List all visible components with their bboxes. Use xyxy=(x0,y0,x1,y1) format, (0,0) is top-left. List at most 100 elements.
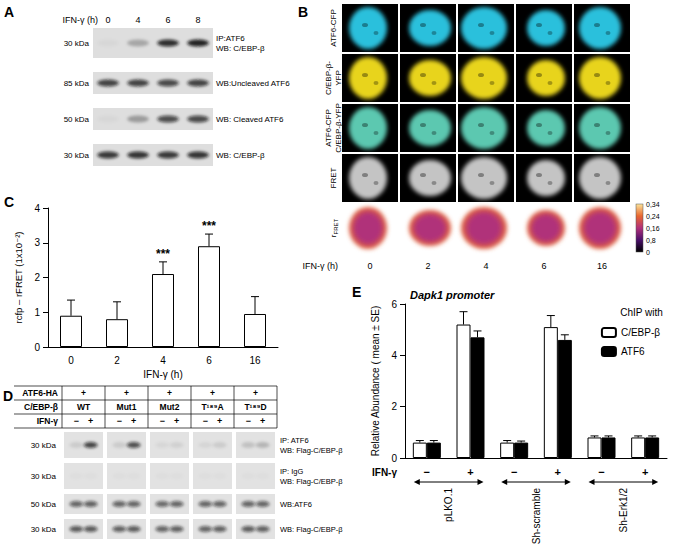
svg-text:85 kDa: 85 kDa xyxy=(64,79,90,88)
svg-text:2: 2 xyxy=(34,272,40,283)
svg-text:30 kDa: 30 kDa xyxy=(64,39,90,48)
svg-text:6: 6 xyxy=(206,355,212,366)
svg-text:−: − xyxy=(511,466,517,478)
svg-text:WB: Flag-C/EBP-β: WB: Flag-C/EBP-β xyxy=(280,446,343,455)
svg-text:3: 3 xyxy=(34,237,40,248)
svg-text:+: + xyxy=(81,388,86,398)
svg-text:rcfp – rFRET (1x10⁻²): rcfp – rFRET (1x10⁻²) xyxy=(13,232,24,324)
svg-text:8: 8 xyxy=(195,15,200,25)
svg-text:rFRET: rFRET xyxy=(329,219,340,238)
svg-text:WT: WT xyxy=(77,402,91,412)
svg-text:YFP: YFP xyxy=(334,70,343,86)
svg-text:C/EBP-β: C/EBP-β xyxy=(24,402,58,412)
svg-text:IP:ATF6: IP:ATF6 xyxy=(216,34,245,43)
svg-text:30 kDa: 30 kDa xyxy=(31,441,57,450)
svg-text:0: 0 xyxy=(105,15,110,25)
svg-text:4: 4 xyxy=(483,261,488,271)
svg-text:ATF6-CFP: ATF6-CFP xyxy=(329,9,338,47)
svg-text:IP: ATF6: IP: ATF6 xyxy=(280,436,309,445)
svg-text:WB: C/EBP-β: WB: C/EBP-β xyxy=(216,151,265,160)
svg-text:−: − xyxy=(598,466,604,478)
svg-text:IP: IgG: IP: IgG xyxy=(280,467,304,476)
svg-text:C/EBP-β: C/EBP-β xyxy=(621,327,660,338)
svg-text:IFN-γ: IFN-γ xyxy=(37,416,59,426)
svg-text:C/EBP-β-YFP: C/EBP-β-YFP xyxy=(334,103,343,153)
svg-text:0,16: 0,16 xyxy=(646,225,660,232)
svg-text:−: − xyxy=(117,416,122,426)
svg-text:+: + xyxy=(253,388,258,398)
svg-text:WB:Uncleaved ATF6: WB:Uncleaved ATF6 xyxy=(216,79,290,88)
svg-text:30 kDa: 30 kDa xyxy=(31,472,57,481)
svg-text:1: 1 xyxy=(34,307,40,318)
svg-text:T¹⁸⁹D: T¹⁸⁹D xyxy=(244,402,266,412)
svg-text:+: + xyxy=(124,388,129,398)
svg-text:WB: Flag-C/EBP-β: WB: Flag-C/EBP-β xyxy=(280,525,343,534)
svg-text:0: 0 xyxy=(34,342,40,353)
svg-text:+: + xyxy=(131,416,136,426)
svg-text:+: + xyxy=(167,388,172,398)
svg-text:+: + xyxy=(174,416,179,426)
svg-text:16: 16 xyxy=(249,355,261,366)
svg-text:2: 2 xyxy=(114,355,120,366)
svg-text:C/EBP-β-: C/EBP-β- xyxy=(324,61,333,95)
svg-text:+: + xyxy=(210,388,215,398)
svg-text:6: 6 xyxy=(391,299,397,310)
svg-text:−: − xyxy=(246,416,251,426)
svg-text:WB: C/EBP-β: WB: C/EBP-β xyxy=(216,44,265,53)
svg-text:2: 2 xyxy=(425,261,430,271)
svg-text:0: 0 xyxy=(68,355,74,366)
svg-text:4: 4 xyxy=(391,350,397,361)
svg-text:4: 4 xyxy=(135,15,140,25)
svg-text:50 kDa: 50 kDa xyxy=(64,115,90,124)
svg-text:4: 4 xyxy=(34,203,40,214)
svg-text:+: + xyxy=(260,416,265,426)
svg-text:0,8: 0,8 xyxy=(646,237,656,244)
svg-text:FRET: FRET xyxy=(329,167,338,188)
svg-text:−: − xyxy=(203,416,208,426)
svg-text:Sh-Erk1/2: Sh-Erk1/2 xyxy=(618,488,629,533)
svg-text:ChIP with: ChIP with xyxy=(620,307,663,318)
svg-text:−: − xyxy=(160,416,165,426)
svg-text:Sh-scramble: Sh-scramble xyxy=(531,488,542,545)
svg-text:+: + xyxy=(555,466,561,478)
svg-text:+: + xyxy=(88,416,93,426)
svg-text:6: 6 xyxy=(541,261,546,271)
svg-text:50 kDa: 50 kDa xyxy=(31,500,57,509)
svg-text:ATF6: ATF6 xyxy=(621,346,645,357)
svg-text:pLKO.1: pLKO.1 xyxy=(443,488,454,522)
svg-text:Dapk1 promoter: Dapk1 promoter xyxy=(410,289,495,301)
svg-text:E: E xyxy=(352,284,361,300)
svg-text:16: 16 xyxy=(597,261,607,271)
svg-text:IFN-γ: IFN-γ xyxy=(372,467,397,478)
svg-text:A: A xyxy=(4,4,14,20)
svg-text:IFN-γ (h): IFN-γ (h) xyxy=(303,261,339,271)
svg-text:B: B xyxy=(298,4,308,20)
svg-text:30 kDa: 30 kDa xyxy=(31,525,57,534)
svg-text:−: − xyxy=(424,466,430,478)
svg-text:0: 0 xyxy=(646,249,650,256)
svg-text:T¹⁸⁹A: T¹⁸⁹A xyxy=(201,402,223,412)
svg-text:IFN-γ (h): IFN-γ (h) xyxy=(143,369,182,380)
svg-text:0: 0 xyxy=(391,453,397,464)
svg-text:Relative Abundance ( mean ± SE: Relative Abundance ( mean ± SE) xyxy=(370,306,381,457)
svg-text:D: D xyxy=(3,388,13,404)
svg-text:Mut1: Mut1 xyxy=(117,402,137,412)
svg-text:0: 0 xyxy=(367,261,372,271)
svg-text:ATF6-HA: ATF6-HA xyxy=(22,388,58,398)
svg-text:Mut2: Mut2 xyxy=(160,402,180,412)
svg-text:WB: Cleaved ATF6: WB: Cleaved ATF6 xyxy=(216,115,284,124)
svg-text:6: 6 xyxy=(165,15,170,25)
svg-text:C: C xyxy=(4,194,14,210)
svg-text:4: 4 xyxy=(160,355,166,366)
svg-text:***: *** xyxy=(202,219,216,233)
svg-text:WB: Flag-C/EBP-β: WB: Flag-C/EBP-β xyxy=(280,477,343,486)
svg-text:2: 2 xyxy=(391,401,397,412)
svg-text:−: − xyxy=(74,416,79,426)
svg-text:***: *** xyxy=(156,247,170,261)
svg-text:30 kDa: 30 kDa xyxy=(64,151,90,160)
svg-text:0,34: 0,34 xyxy=(646,201,660,208)
svg-text:+: + xyxy=(467,466,473,478)
svg-text:ATF6-CFP: ATF6-CFP xyxy=(324,109,333,147)
svg-text:0,24: 0,24 xyxy=(646,213,660,220)
svg-text:+: + xyxy=(642,466,648,478)
